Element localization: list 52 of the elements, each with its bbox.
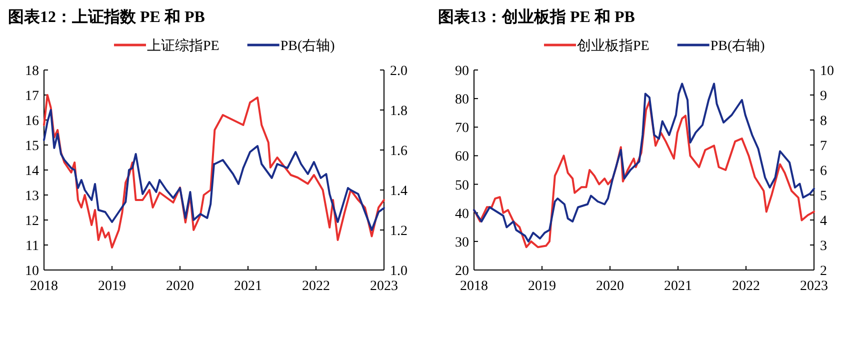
y-tick-label: 60	[455, 150, 469, 165]
legend-label: PB(右轴)	[710, 38, 766, 54]
line-series	[43, 94, 385, 248]
x-tick-label: 2018	[30, 279, 58, 294]
legend-label: 创业板指PE	[577, 38, 650, 54]
y-tick-label: 70	[455, 121, 469, 136]
y2-tick-label: 4	[820, 214, 827, 229]
y2-tick-label: 2	[820, 264, 827, 279]
y-tick-label: 12	[25, 214, 39, 229]
y-tick-label: 80	[455, 92, 469, 108]
y2-tick-label: 1.2	[390, 224, 408, 239]
y2-tick-label: 10	[820, 64, 834, 79]
y2-tick-label: 7	[820, 139, 827, 154]
y2-tick-label: 1.6	[390, 144, 408, 159]
y2-tick-label: 1.0	[390, 264, 408, 279]
y2-tick-label: 1.8	[390, 104, 408, 119]
y-tick-label: 15	[25, 139, 39, 154]
y-tick-label: 13	[25, 189, 39, 204]
y-tick-label: 90	[455, 64, 469, 79]
y-tick-label: 20	[455, 264, 469, 279]
x-tick-label: 2021	[234, 279, 262, 294]
x-tick-label: 2023	[370, 279, 398, 294]
y-tick-label: 11	[26, 239, 39, 254]
x-tick-label: 2022	[302, 279, 330, 294]
chart-title: 图表13：创业板指 PE 和 PB	[438, 8, 636, 26]
legend-label: 上证综指PE	[147, 38, 220, 54]
y2-tick-label: 8	[820, 114, 827, 129]
y-tick-label: 16	[25, 114, 39, 129]
x-tick-label: 2020	[166, 279, 194, 294]
x-tick-label: 2021	[664, 279, 692, 294]
x-tick-label: 2023	[800, 279, 828, 294]
y-tick-label: 40	[455, 206, 469, 222]
y2-tick-label: 1.4	[390, 184, 408, 199]
y2-tick-label: 3	[820, 239, 827, 254]
legend-label: PB(右轴)	[280, 38, 336, 54]
y2-tick-label: 5	[820, 189, 827, 204]
y-tick-label: 14	[25, 164, 39, 179]
x-tick-label: 2022	[732, 279, 760, 294]
y2-tick-label: 2.0	[390, 64, 408, 79]
line-series	[43, 109, 385, 231]
y-tick-label: 50	[455, 178, 469, 194]
x-tick-label: 2018	[460, 279, 488, 294]
x-tick-label: 2020	[596, 279, 624, 294]
y-tick-label: 30	[455, 235, 469, 250]
y-tick-label: 10	[25, 264, 39, 279]
y2-tick-label: 6	[820, 164, 827, 179]
y-tick-label: 18	[25, 64, 39, 79]
y-tick-label: 17	[25, 89, 39, 104]
x-tick-label: 2019	[528, 279, 556, 294]
chart-title: 图表12：上证指数 PE 和 PB	[8, 8, 206, 26]
x-tick-label: 2019	[98, 279, 126, 294]
y2-tick-label: 9	[820, 89, 827, 104]
